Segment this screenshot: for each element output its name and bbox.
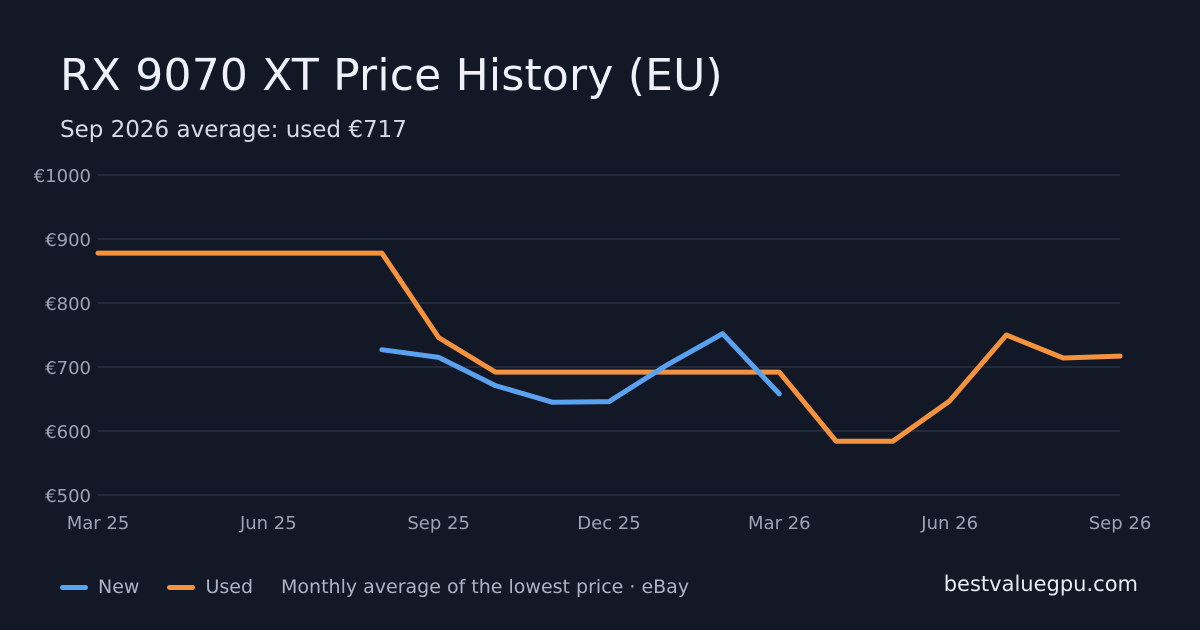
y-tick-label: €800	[45, 294, 91, 315]
y-tick-label: €500	[45, 486, 91, 507]
brand-link[interactable]: bestvaluegpu.com	[943, 572, 1138, 596]
x-tick-label: Dec 25	[577, 513, 640, 534]
series-line-new	[379, 331, 782, 405]
x-tick-label: Mar 25	[67, 513, 130, 534]
y-tick-label: €700	[45, 358, 91, 379]
legend-swatch-new	[60, 584, 88, 590]
x-tick-label: Sep 26	[1089, 513, 1152, 534]
x-axis: Mar 25 Jun 25 Sep 25 Dec 25 Mar 26 Jun 26 Sep …	[67, 513, 1152, 534]
legend-note: Monthly average of the lowest price · eB…	[281, 576, 690, 598]
y-tick-label: €1000	[34, 166, 91, 187]
legend: New Used Monthly average of the lowest p…	[60, 573, 689, 601]
x-tick-label: Jun 26	[920, 513, 978, 534]
series-lines	[95, 250, 1123, 444]
series-line-used	[95, 250, 1123, 444]
y-tick-label: €600	[45, 422, 91, 443]
legend-swatch-used	[167, 584, 196, 590]
x-tick-label: Mar 26	[748, 513, 811, 534]
y-axis: €500 €600 €700 €800 €900 €1000	[34, 166, 91, 507]
legend-label-used: Used	[205, 576, 254, 598]
grid-lines	[98, 174, 1120, 496]
x-tick-label: Sep 25	[407, 513, 470, 534]
legend-label-new: New	[98, 576, 140, 598]
y-tick-label: €900	[45, 230, 91, 251]
chart-title: RX 9070 XT Price History (EU)	[60, 50, 723, 101]
legend-item-used[interactable]: Used	[167, 576, 253, 598]
chart-subtitle: Sep 2026 average: used €717	[60, 117, 407, 143]
legend-item-new[interactable]: New	[60, 576, 139, 598]
x-tick-label: Jun 25	[239, 513, 297, 534]
